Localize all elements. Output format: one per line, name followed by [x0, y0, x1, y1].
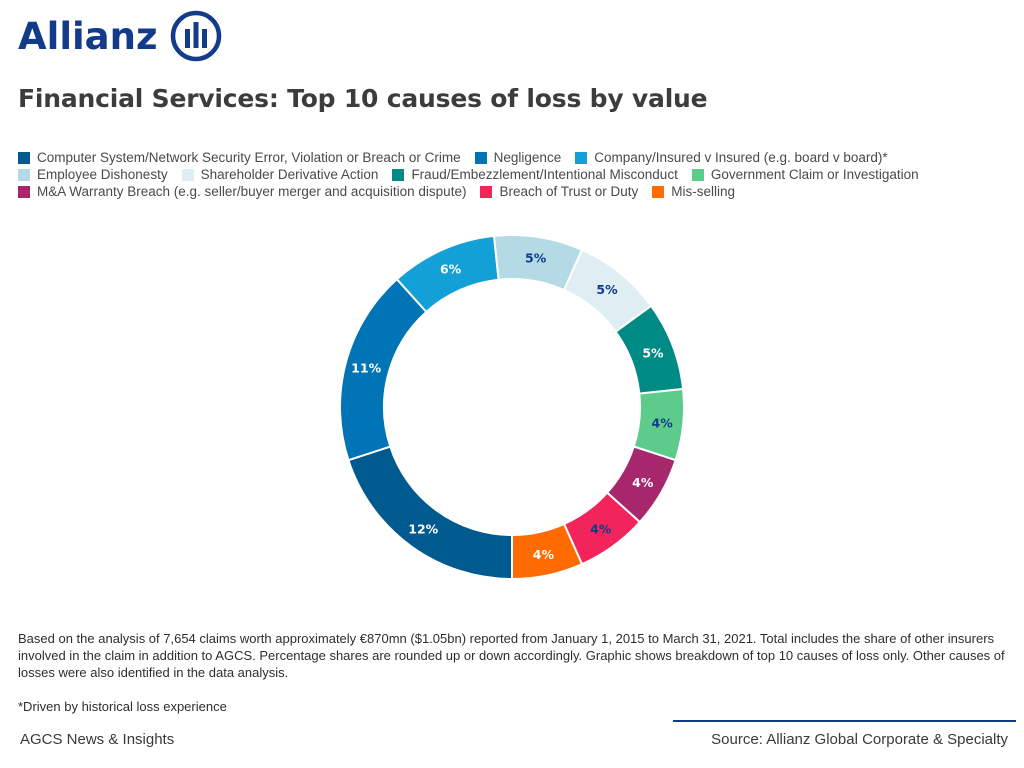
legend-item: Mis-selling: [652, 183, 735, 200]
slice-value-label: 6%: [440, 262, 462, 277]
footer-source: Source: Allianz Global Corporate & Speci…: [711, 731, 1008, 748]
legend-item: Employee Dishonesty: [18, 166, 168, 183]
legend-item: Breach of Trust or Duty: [480, 183, 638, 200]
legend-item: Company/Insured v Insured (e.g. board v …: [575, 149, 888, 166]
footer-left-text: AGCS News & Insights: [20, 731, 175, 748]
legend-swatch: [392, 168, 405, 181]
slice-value-label: 4%: [590, 522, 612, 537]
slice-value-label: 4%: [533, 547, 555, 562]
legend-swatch: [18, 151, 30, 164]
legend-swatch: [181, 168, 194, 181]
legend-item: Shareholder Derivative Action: [181, 166, 379, 183]
donut-slice: [347, 445, 513, 581]
legend-label: M&A Warranty Breach (e.g. seller/buyer m…: [37, 184, 467, 199]
legend-swatch: [474, 151, 487, 164]
slice-value-label: 12%: [408, 522, 438, 537]
slice-value-label: 5%: [642, 345, 664, 360]
slice-value-label: 4%: [632, 475, 654, 490]
slice-value-label: 5%: [596, 282, 618, 297]
legend-swatch: [575, 151, 588, 164]
asterisk-note: *Driven by historical loss experience: [18, 699, 227, 714]
legend-label: Fraud/Embezzlement/Intentional Misconduc…: [411, 167, 678, 182]
slice-value-label: 4%: [652, 415, 674, 430]
donut-slice: [511, 522, 584, 581]
legend-item: Government Claim or Investigation: [691, 166, 919, 183]
footer-divider: [673, 720, 1016, 722]
legend-row: Computer System/Network Security Error, …: [18, 149, 1008, 166]
legend-item: Negligence: [474, 149, 562, 166]
legend-label: Negligence: [493, 150, 562, 165]
methodology-note: Based on the analysis of 7,654 claims wo…: [18, 631, 1005, 680]
legend-swatch: [691, 168, 704, 181]
legend-label: Mis-selling: [671, 184, 736, 199]
legend-swatch: [18, 185, 30, 198]
legend-label: Government Claim or Investigation: [710, 167, 919, 182]
legend-swatch: [18, 168, 30, 181]
legend-label: Shareholder Derivative Action: [200, 167, 379, 182]
chart-title: Financial Services: Top 10 causes of los…: [18, 84, 708, 113]
slice-value-label: 11%: [351, 360, 381, 375]
legend-label: Breach of Trust or Duty: [499, 184, 639, 199]
legend-row: Employee Dishonesty Shareholder Derivativ…: [18, 166, 1008, 183]
allianz-logo: Allianz: [18, 10, 222, 62]
legend-label: Company/Insured v Insured (e.g. board v …: [594, 150, 888, 165]
slice-value-label: 5%: [525, 250, 547, 265]
legend-row: M&A Warranty Breach (e.g. seller/buyer m…: [18, 183, 1008, 200]
legend-item: M&A Warranty Breach (e.g. seller/buyer m…: [18, 183, 466, 200]
allianz-eagle-icon: [170, 10, 221, 62]
legend-swatch: [480, 185, 493, 198]
legend-item: Fraud/Embezzlement/Intentional Misconduc…: [392, 166, 678, 183]
legend-label: Computer System/Network Security Error, …: [37, 150, 461, 165]
legend-swatch: [652, 185, 665, 198]
brand-name: Allianz: [18, 14, 158, 58]
chart-legend: Computer System/Network Security Error, …: [18, 149, 1008, 200]
legend-item: Computer System/Network Security Error, …: [18, 149, 461, 166]
donut-chart: 12% 11% 6% 5% 5% 5% 4% 4% 4% 4%: [339, 234, 685, 581]
legend-label: Employee Dishonesty: [37, 167, 168, 182]
